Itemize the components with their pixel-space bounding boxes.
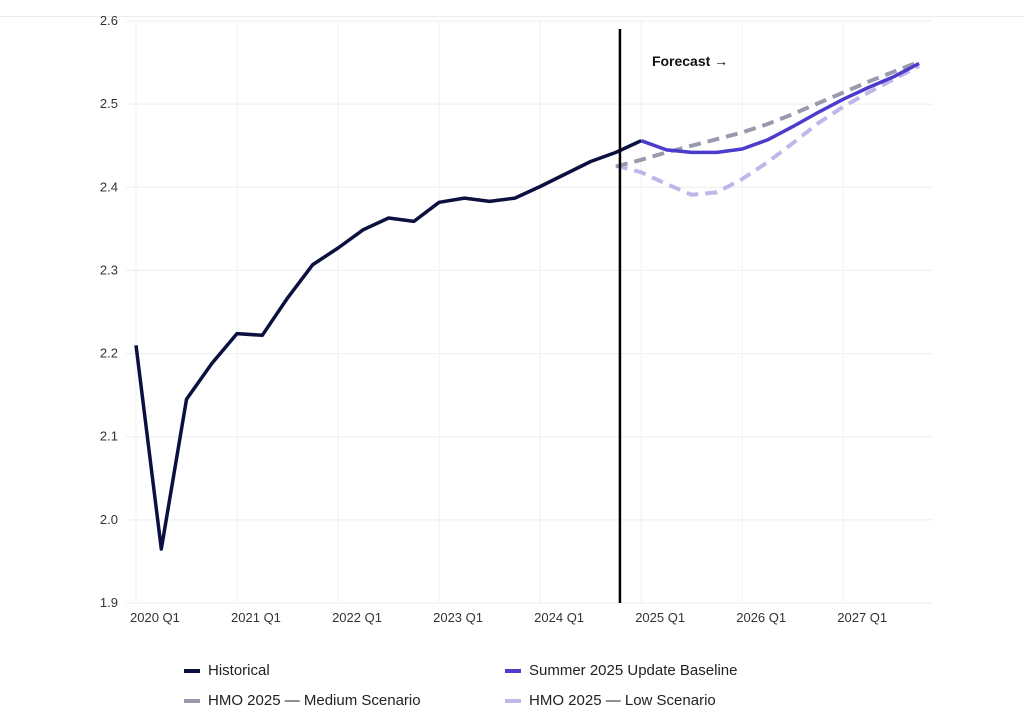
historical-line	[134, 139, 642, 551]
y-tick-label: 2.0	[100, 512, 118, 527]
low-scenario-line	[615, 64, 921, 197]
y-tick-label: 2.3	[100, 262, 118, 277]
axes: 1.9 2.0 2.1 2.2 2.3 2.4 2.5 2.6 2020 Q1 2021 Q1 20…	[100, 13, 887, 625]
x-tick-label: 2025 Q1	[635, 610, 685, 625]
top-border	[0, 0, 1024, 17]
legend-swatch	[505, 668, 521, 673]
medium-scenario-line	[615, 59, 920, 169]
legend-label: Summer 2025 Update Baseline	[529, 662, 738, 679]
series-lines	[134, 59, 921, 551]
x-tick-label: 2022 Q1	[332, 610, 382, 625]
legend-item-baseline[interactable]: Summer 2025 Update Baseline	[505, 662, 737, 679]
legend-item-low[interactable]: HMO 2025 — Low Scenario	[505, 692, 716, 709]
x-tick-label: 2021 Q1	[231, 610, 281, 625]
grid	[126, 20, 932, 604]
x-tick-label: 2023 Q1	[433, 610, 483, 625]
legend-swatch	[505, 698, 521, 703]
y-tick-label: 1.9	[100, 595, 118, 610]
legend-swatch	[184, 668, 200, 673]
x-tick-label: 2024 Q1	[534, 610, 584, 625]
y-tick-label: 2.2	[100, 346, 118, 361]
x-tick-label: 2020 Q1	[130, 610, 180, 625]
y-tick-label: 2.5	[100, 96, 118, 111]
legend-label: Historical	[208, 662, 270, 679]
legend-label: HMO 2025 — Low Scenario	[529, 692, 716, 709]
x-tick-label: 2026 Q1	[736, 610, 786, 625]
legend-item-historical[interactable]: Historical	[184, 662, 270, 679]
y-tick-label: 2.6	[100, 13, 118, 28]
y-tick-label: 2.4	[100, 179, 118, 194]
y-tick-label: 2.1	[100, 429, 118, 444]
legend-label: HMO 2025 — Medium Scenario	[208, 692, 421, 709]
x-tick-label: 2027 Q1	[837, 610, 887, 625]
forecast-label: Forecast →	[652, 53, 728, 69]
legend-item-medium[interactable]: HMO 2025 — Medium Scenario	[184, 692, 421, 709]
baseline-line	[640, 61, 920, 155]
legend-swatch	[184, 698, 200, 703]
